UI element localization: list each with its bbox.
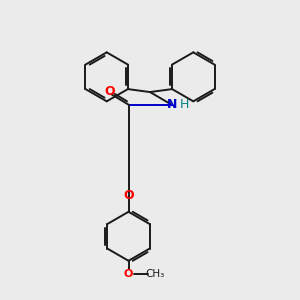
Text: CH₃: CH₃ bbox=[146, 269, 165, 279]
Text: H: H bbox=[179, 98, 189, 111]
Text: O: O bbox=[123, 189, 134, 202]
Text: O: O bbox=[105, 85, 115, 98]
Text: N: N bbox=[167, 98, 177, 111]
Text: O: O bbox=[124, 269, 133, 279]
